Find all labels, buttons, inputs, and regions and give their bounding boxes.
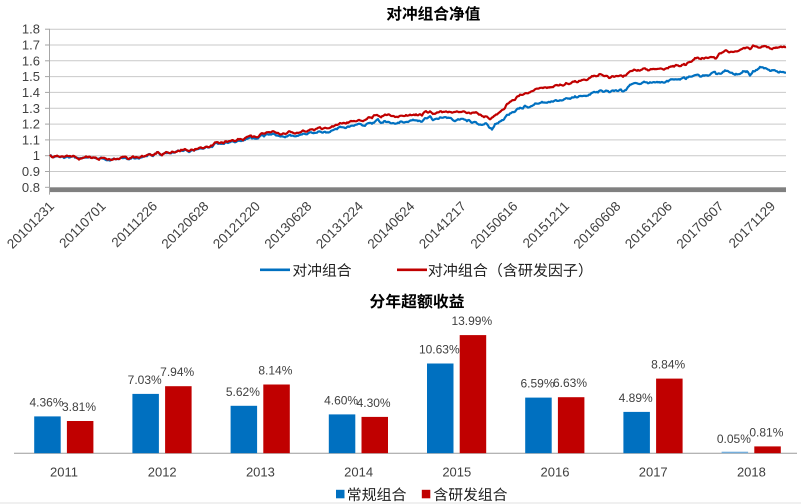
svg-text:1.4: 1.4 <box>22 85 40 100</box>
svg-text:2018: 2018 <box>737 464 766 479</box>
svg-text:5.62%: 5.62% <box>226 385 260 399</box>
svg-text:8.84%: 8.84% <box>651 358 685 372</box>
svg-text:2017: 2017 <box>639 464 668 479</box>
svg-text:6.59%: 6.59% <box>520 377 554 391</box>
svg-text:2014: 2014 <box>344 464 373 479</box>
svg-text:4.89%: 4.89% <box>619 391 653 405</box>
svg-text:1.5: 1.5 <box>22 69 40 84</box>
svg-text:7.03%: 7.03% <box>128 373 162 387</box>
svg-text:1.1: 1.1 <box>22 132 40 147</box>
svg-text:2012: 2012 <box>148 464 177 479</box>
svg-text:0.9: 0.9 <box>22 164 40 179</box>
svg-text:4.36%: 4.36% <box>29 395 63 409</box>
svg-text:3.81%: 3.81% <box>62 400 96 414</box>
svg-text:4.60%: 4.60% <box>324 393 358 407</box>
svg-text:1.8: 1.8 <box>22 22 40 37</box>
svg-text:0.81%: 0.81% <box>749 425 783 439</box>
svg-text:0.8: 0.8 <box>22 180 40 195</box>
svg-text:2016: 2016 <box>541 464 570 479</box>
svg-text:7.94%: 7.94% <box>160 365 194 379</box>
svg-text:8.14%: 8.14% <box>258 364 292 378</box>
svg-text:1: 1 <box>33 148 40 163</box>
svg-text:1.7: 1.7 <box>22 38 40 53</box>
svg-text:2015: 2015 <box>442 464 471 479</box>
svg-text:2011: 2011 <box>50 464 78 479</box>
svg-text:1.3: 1.3 <box>22 101 40 116</box>
svg-text:4.30%: 4.30% <box>357 396 391 410</box>
svg-text:0.05%: 0.05% <box>717 432 751 446</box>
svg-text:1.2: 1.2 <box>22 117 40 132</box>
svg-text:6.63%: 6.63% <box>553 376 587 390</box>
svg-text:10.63%: 10.63% <box>419 343 460 357</box>
svg-text:13.99%: 13.99% <box>451 314 492 328</box>
svg-text:1.6: 1.6 <box>22 53 40 68</box>
svg-text:2013: 2013 <box>246 464 275 479</box>
